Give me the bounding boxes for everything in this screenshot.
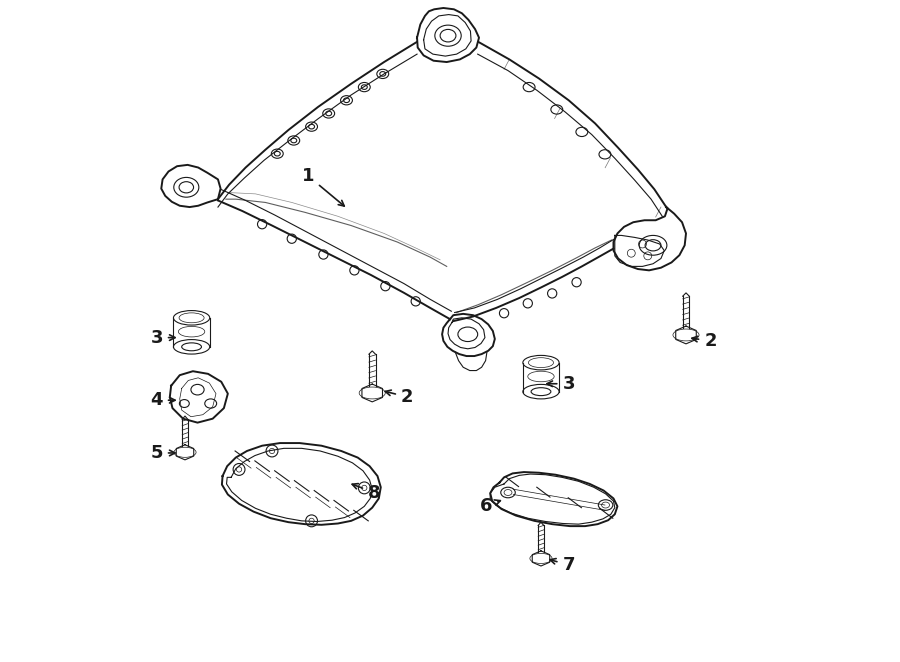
Text: 2: 2 bbox=[385, 388, 413, 406]
Text: 6: 6 bbox=[480, 496, 500, 514]
Text: 3: 3 bbox=[150, 328, 176, 347]
Text: 1: 1 bbox=[302, 167, 345, 206]
Text: 3: 3 bbox=[547, 375, 575, 393]
Text: 8: 8 bbox=[352, 483, 381, 502]
Text: 7: 7 bbox=[550, 556, 575, 574]
Text: 5: 5 bbox=[150, 444, 176, 462]
Text: 2: 2 bbox=[692, 332, 716, 350]
Text: 4: 4 bbox=[150, 391, 176, 409]
